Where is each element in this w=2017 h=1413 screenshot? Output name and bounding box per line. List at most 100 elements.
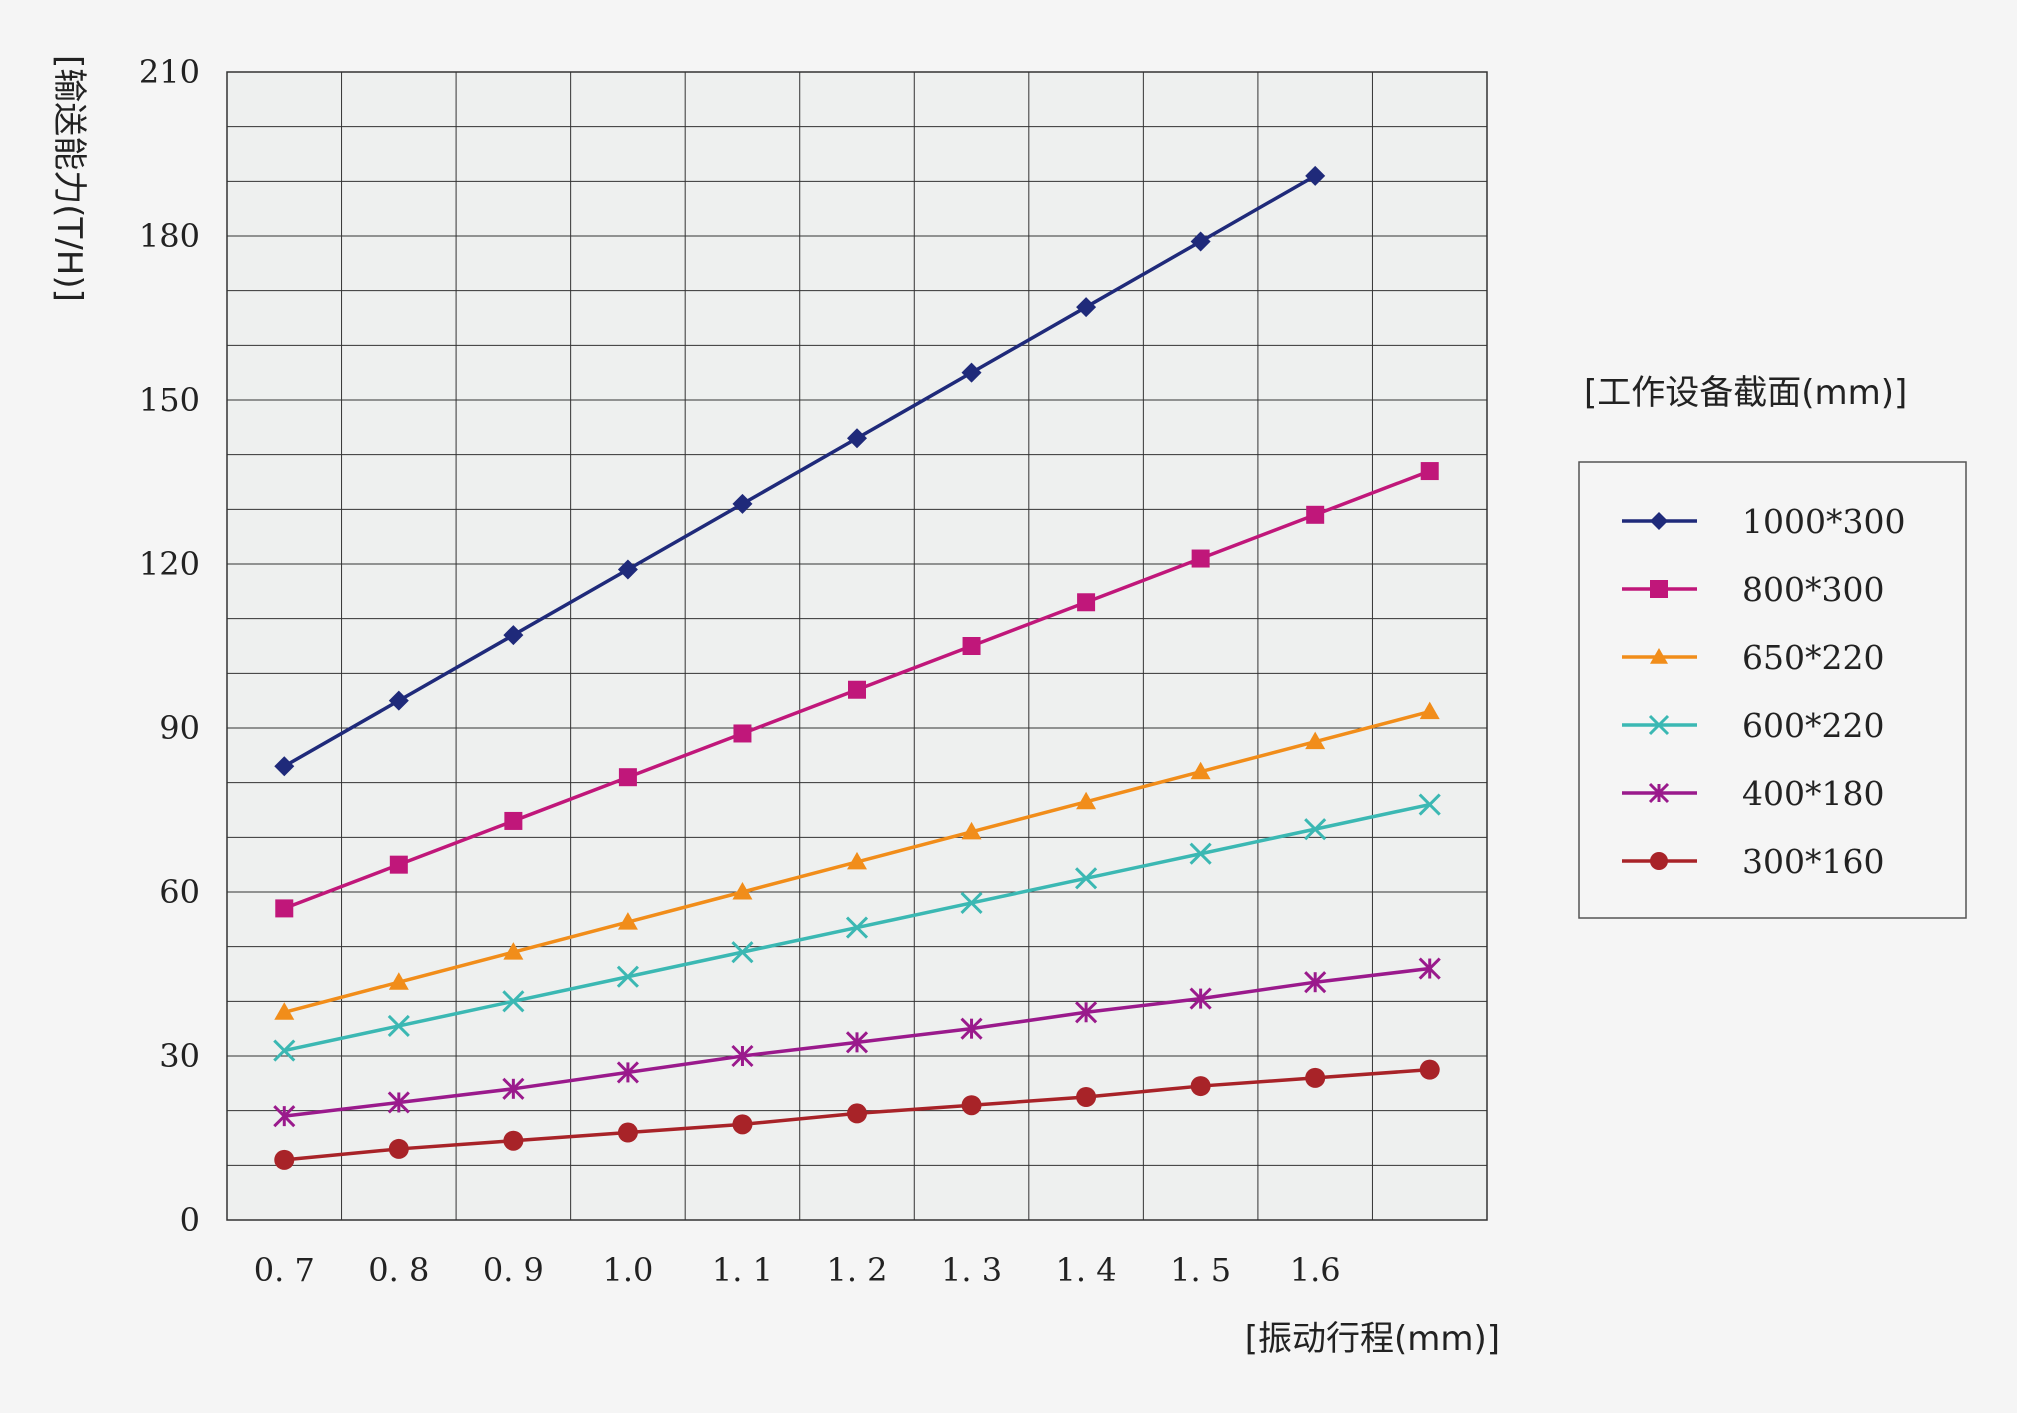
point-marker <box>1419 1059 1440 1080</box>
point-marker <box>1191 549 1210 568</box>
point-marker <box>732 1114 753 1135</box>
point-marker <box>961 362 982 383</box>
point-marker <box>1076 791 1097 810</box>
point-marker <box>1306 505 1325 524</box>
point-marker <box>960 891 983 914</box>
legend-box <box>1578 461 1967 919</box>
point-marker <box>731 1044 754 1068</box>
x-tick-label: 1.0 <box>602 1251 653 1289</box>
point-marker <box>504 811 523 830</box>
point-marker <box>1650 852 1668 870</box>
point-marker <box>1076 1087 1097 1107</box>
point-marker <box>387 1091 410 1114</box>
point-marker <box>388 972 409 990</box>
series-800*300 <box>275 462 1439 918</box>
point-marker <box>1420 462 1439 481</box>
point-marker <box>618 768 637 787</box>
point-marker <box>274 1149 295 1170</box>
y-tick-label: 60 <box>159 873 200 911</box>
legend-label: 650*220 <box>1742 638 1884 677</box>
point-marker <box>1418 957 1441 980</box>
series-600*220 <box>273 793 1441 1062</box>
point-marker <box>1077 593 1096 612</box>
y-tick-label: 0 <box>180 1201 200 1239</box>
y-tick-label: 180 <box>139 217 200 255</box>
point-marker <box>1648 714 1670 736</box>
legend-label: 600*220 <box>1742 706 1884 745</box>
point-marker <box>503 942 524 960</box>
x-tick-label: 0. 9 <box>483 1251 544 1289</box>
y-axis-title: [输送能力(T/H)] <box>49 55 89 302</box>
point-marker <box>962 637 981 655</box>
legend-item: 800*300 <box>1622 570 1884 609</box>
point-marker <box>1304 971 1327 994</box>
point-marker <box>845 916 869 939</box>
x-tick-label: 1. 2 <box>826 1251 887 1289</box>
point-marker <box>616 965 639 988</box>
point-marker <box>273 1039 296 1062</box>
x-axis-title: [振动行程(mm)] <box>1245 1319 1500 1359</box>
legend-title: [工作设备截面(mm)] <box>1584 373 1907 413</box>
plot-area <box>226 71 1488 1221</box>
point-marker <box>1190 231 1211 252</box>
legend-label: 1000*300 <box>1742 502 1905 541</box>
point-marker <box>1305 165 1326 186</box>
point-marker <box>503 625 524 646</box>
point-marker <box>275 899 294 918</box>
legend-item: 300*160 <box>1622 842 1884 881</box>
x-tick-label: 1. 5 <box>1170 1251 1231 1289</box>
point-marker <box>388 1138 409 1159</box>
legend: 1000*300 800*300 650*220 600*220 400*180 300*… <box>1622 502 1905 881</box>
y-axis-ticks: 0 30 60 90 120 150 180 210 <box>139 53 200 1239</box>
point-marker <box>1075 867 1098 890</box>
point-marker <box>1189 842 1212 865</box>
x-tick-label: 1. 4 <box>1056 1251 1117 1289</box>
point-marker <box>1650 648 1668 664</box>
point-marker <box>1650 512 1668 530</box>
point-marker <box>847 851 867 870</box>
point-marker <box>961 821 982 840</box>
series-300*160 <box>274 1059 1440 1170</box>
point-marker <box>616 1061 639 1084</box>
point-marker <box>731 941 754 964</box>
point-marker <box>502 990 525 1013</box>
y-tick-label: 90 <box>159 709 200 747</box>
legend-item: 600*220 <box>1622 706 1884 745</box>
x-axis-ticks: 0. 7 0. 8 0. 9 1.0 1. 1 1. 2 1. 3 1. 4 1. 5 1.6 <box>254 1251 1341 1289</box>
series-line <box>283 174 1317 768</box>
legend-label: 400*180 <box>1742 774 1884 813</box>
point-marker <box>1650 580 1668 598</box>
point-marker <box>1305 731 1326 750</box>
x-tick-label: 1. 3 <box>941 1251 1002 1289</box>
point-marker <box>848 680 866 699</box>
point-marker <box>1075 1001 1098 1024</box>
legend-item: 400*180 <box>1622 774 1884 813</box>
point-marker <box>273 1105 296 1128</box>
y-tick-label: 120 <box>139 545 200 583</box>
series-400*180 <box>273 957 1441 1128</box>
legend-item: 1000*300 <box>1622 502 1905 541</box>
point-marker <box>960 1017 983 1040</box>
point-marker <box>1304 818 1327 841</box>
point-marker <box>502 1077 525 1100</box>
point-marker <box>388 690 409 711</box>
point-marker <box>733 724 752 743</box>
series-lines <box>273 165 1441 1170</box>
point-marker <box>1419 701 1440 720</box>
point-marker <box>732 493 753 514</box>
point-marker <box>1418 793 1441 816</box>
point-marker <box>274 1002 295 1020</box>
point-marker <box>1190 1076 1211 1097</box>
point-marker <box>847 428 867 449</box>
x-tick-label: 1. 1 <box>712 1251 773 1289</box>
point-marker <box>1648 782 1670 804</box>
point-marker <box>503 1130 524 1151</box>
grid-lines <box>227 72 1487 1220</box>
legend-item: 650*220 <box>1622 638 1884 677</box>
point-marker <box>1190 761 1211 780</box>
point-marker <box>387 1014 410 1037</box>
series-1000*300 <box>274 165 1326 777</box>
legend-label: 800*300 <box>1742 570 1884 609</box>
